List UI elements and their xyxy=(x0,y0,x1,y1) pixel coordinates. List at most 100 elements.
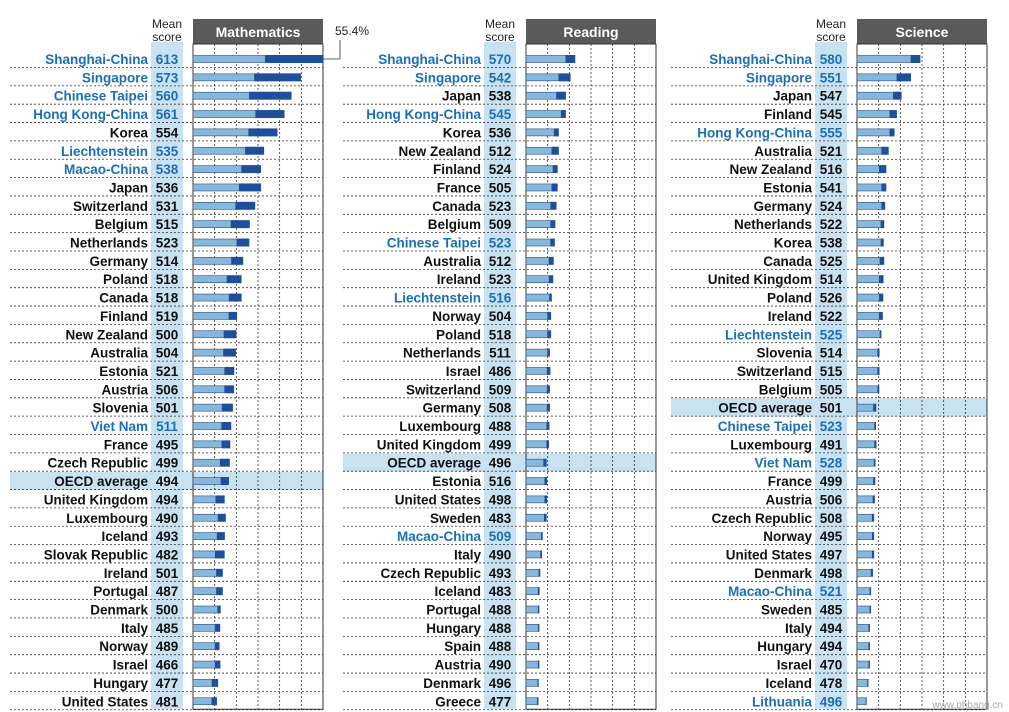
score-value: 509 xyxy=(489,382,512,397)
bar-light-segment xyxy=(192,642,216,651)
country-label: Finland xyxy=(764,107,812,122)
bar-light-segment xyxy=(192,367,225,375)
bar-dark-segment xyxy=(538,587,540,596)
bar-light-segment xyxy=(192,697,213,706)
bar-dark-segment xyxy=(215,550,225,559)
bar-dark-segment xyxy=(538,623,540,632)
country-label: Germany xyxy=(753,199,812,214)
country-label: Viet Nam xyxy=(90,419,148,434)
bar-light-segment xyxy=(525,477,546,485)
bar-light-segment xyxy=(856,458,875,467)
score-column-bg xyxy=(484,42,516,710)
score-value: 523 xyxy=(820,419,843,434)
bar-dark-segment xyxy=(880,220,885,229)
mean-score-label: Mean xyxy=(152,17,182,31)
bar-dark-segment xyxy=(212,678,219,687)
country-label: Germany xyxy=(422,401,481,416)
country-label: Korea xyxy=(443,125,482,140)
bar-dark-segment xyxy=(224,366,235,375)
country-label: Iceland xyxy=(434,584,481,599)
country-label: Switzerland xyxy=(406,382,481,397)
bar-light-segment xyxy=(525,55,567,63)
score-value: 573 xyxy=(156,70,179,85)
score-value: 499 xyxy=(820,474,843,489)
score-value: 521 xyxy=(820,584,843,599)
bar-light-segment xyxy=(192,477,222,485)
score-value: 496 xyxy=(489,456,512,471)
score-value: 478 xyxy=(820,676,843,691)
oecd-average-band xyxy=(10,472,323,491)
score-value: 500 xyxy=(156,327,179,342)
bar-dark-segment xyxy=(869,605,872,614)
country-label: Israel xyxy=(113,658,148,673)
bar-light-segment xyxy=(192,183,240,192)
country-label: Lithuania xyxy=(752,694,812,709)
bar-dark-segment xyxy=(216,587,223,596)
bar-light-segment xyxy=(525,293,550,302)
score-value: 499 xyxy=(156,456,179,471)
country-label: Switzerland xyxy=(737,364,812,379)
country-label: OECD average xyxy=(54,474,148,489)
score-value: 498 xyxy=(820,566,843,581)
bar-dark-segment xyxy=(874,458,876,467)
country-label: Ireland xyxy=(768,309,812,324)
country-label: Australia xyxy=(90,346,148,361)
bar-dark-segment xyxy=(565,55,576,63)
country-label: Japan xyxy=(109,180,148,195)
bar-light-segment xyxy=(192,495,217,504)
score-value: 494 xyxy=(156,492,179,507)
country-label: France xyxy=(768,474,813,489)
country-label: Portugal xyxy=(426,603,481,618)
panel-title: Science xyxy=(896,24,949,40)
country-label: Korea xyxy=(110,125,149,140)
country-label: Slovenia xyxy=(756,346,812,361)
score-value: 489 xyxy=(156,639,179,654)
country-label: Belgium xyxy=(428,217,481,232)
bar-dark-segment xyxy=(868,623,870,632)
country-label: United Kingdom xyxy=(44,492,148,507)
country-label: Denmark xyxy=(754,566,812,581)
panel-header-box xyxy=(193,19,323,44)
bar-dark-segment xyxy=(548,256,554,265)
country-label: Macao-China xyxy=(64,162,149,177)
bar-dark-segment xyxy=(543,458,547,467)
bar-dark-segment xyxy=(229,293,242,302)
score-value: 524 xyxy=(820,199,843,214)
bar-dark-segment xyxy=(558,73,571,82)
country-label: Estonia xyxy=(432,474,481,489)
country-label: Luxembourg xyxy=(730,437,812,452)
bar-dark-segment xyxy=(547,348,550,357)
bar-light-segment xyxy=(192,330,225,339)
score-value: 561 xyxy=(156,107,179,122)
score-value: 545 xyxy=(820,107,843,122)
bar-dark-segment xyxy=(220,477,229,486)
bar-dark-segment xyxy=(220,458,230,467)
score-value: 570 xyxy=(489,52,512,67)
bar-dark-segment xyxy=(865,697,867,706)
bar-dark-segment xyxy=(877,348,880,357)
bar-light-segment xyxy=(192,532,218,540)
score-value: 536 xyxy=(489,125,512,140)
score-value: 560 xyxy=(156,89,179,104)
score-value: 488 xyxy=(489,621,512,636)
bar-light-segment xyxy=(856,293,880,302)
country-label: Australia xyxy=(754,144,812,159)
score-value: 538 xyxy=(489,89,512,104)
country-label: Viet Nam xyxy=(754,456,812,471)
score-value: 485 xyxy=(820,603,843,618)
bar-dark-segment xyxy=(538,568,541,577)
score-value: 501 xyxy=(156,566,179,581)
bar-dark-segment xyxy=(554,128,559,137)
bar-dark-segment xyxy=(547,330,552,339)
score-value: 551 xyxy=(820,70,843,85)
score-value: 494 xyxy=(820,621,843,636)
oecd-average-band xyxy=(343,453,656,472)
bar-dark-segment xyxy=(223,330,237,339)
bar-dark-segment xyxy=(221,440,231,449)
score-value: 515 xyxy=(820,364,843,379)
bar-dark-segment xyxy=(544,495,548,504)
country-label: Austria xyxy=(765,492,812,507)
country-label: Sweden xyxy=(430,511,481,526)
bar-light-segment xyxy=(856,183,882,192)
score-value: 522 xyxy=(820,217,843,232)
